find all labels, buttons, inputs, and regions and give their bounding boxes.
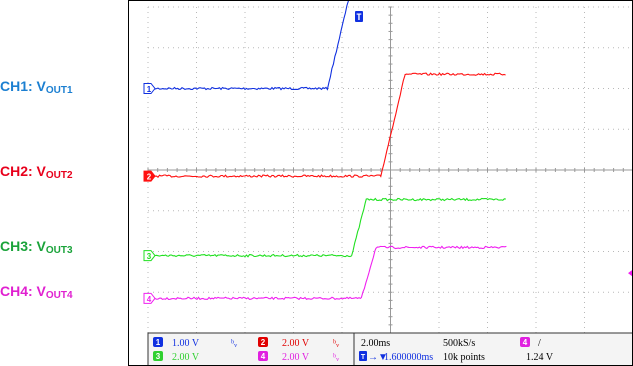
- ch4-ground-marker[interactable]: 4: [143, 292, 156, 304]
- trigger-position: 1.600000ms: [384, 352, 433, 363]
- svg-text:4: 4: [523, 338, 528, 347]
- ch2-readout[interactable]: 2 2.00 V ᵇᵥ: [258, 337, 339, 349]
- ch2-ground-marker[interactable]: 2: [143, 170, 156, 182]
- trigger-position-icon: [359, 351, 367, 361]
- trigger-readout[interactable]: 4 / 1.24 V: [520, 337, 554, 363]
- trigger-slope-icon: /: [538, 338, 541, 349]
- trigger-arrow-icon: →▼: [368, 352, 388, 363]
- trigger-marker-label: T: [356, 13, 362, 23]
- ch1-badge: [153, 337, 163, 347]
- ch4-marker-label: 4: [147, 295, 152, 304]
- trigger-level: 1.24 V: [526, 352, 554, 363]
- ch3-marker-label: 3: [147, 252, 152, 261]
- svg-text:T: T: [361, 354, 366, 361]
- ch3-marker-shape: [143, 250, 156, 262]
- ch4-bw-icon: ᵇᵥ: [333, 352, 339, 363]
- ch2-side-label: CH2: VOUT2: [0, 163, 73, 181]
- trigger-level-marker: [628, 270, 632, 277]
- ch1-bw-icon: ᵇᵥ: [231, 338, 237, 349]
- svg-text:4: 4: [261, 352, 266, 361]
- ch2-bw-icon: ᵇᵥ: [333, 338, 339, 349]
- ch3-ground-marker[interactable]: 3: [143, 250, 156, 262]
- ch1-scale: 1.00 V: [172, 338, 200, 349]
- ch1-side-label: CH1: VOUT1: [0, 78, 73, 96]
- trigger-source-badge: [520, 337, 530, 347]
- channel-markers: 1 2 3 4: [143, 83, 632, 304]
- ch4-readout[interactable]: 4 2.00 V ᵇᵥ: [258, 351, 339, 363]
- ch1-marker-label: 1: [147, 85, 152, 94]
- ch2-trace: [148, 72, 506, 178]
- graticule: [147, 6, 633, 334]
- ch4-trace: [148, 245, 507, 301]
- ch1-trace: [148, 0, 350, 91]
- sample-rate: 500kS/s: [443, 338, 475, 349]
- oscilloscope-screen: 1 2 3 4 T 1 1.00 V ᵇᵥ 2 2.00 V ᵇᵥ: [128, 0, 633, 366]
- ch2-marker-shape: [143, 170, 156, 182]
- scope-display: 1 2 3 4 T 1 1.00 V ᵇᵥ 2 2.00 V ᵇᵥ: [128, 0, 633, 366]
- ch3-badge: [153, 351, 163, 361]
- screen-background: [128, 0, 633, 366]
- timebase: 2.00ms: [361, 338, 390, 349]
- ch2-marker-label: 2: [147, 173, 152, 182]
- ch1-marker-shape: [143, 83, 156, 94]
- ch3-trace: [148, 197, 506, 258]
- ch1-readout[interactable]: 1 1.00 V ᵇᵥ: [153, 337, 237, 349]
- svg-text:1: 1: [156, 338, 161, 347]
- ch3-side-label: CH3: VOUT3: [0, 238, 73, 256]
- trigger-position-marker[interactable]: T: [355, 11, 363, 23]
- ch2-badge: [258, 337, 268, 347]
- ch4-side-label: CH4: VOUT4: [0, 283, 73, 301]
- ch3-scale: 2.00 V: [172, 352, 200, 363]
- record-length: 10k points: [443, 352, 485, 363]
- waveform-traces: [148, 0, 507, 301]
- ch4-marker-shape: [143, 292, 156, 304]
- ch4-scale: 2.00 V: [282, 352, 310, 363]
- ch3-readout[interactable]: 3 2.00 V: [153, 351, 200, 363]
- svg-text:2: 2: [261, 338, 266, 347]
- ch1-ground-marker[interactable]: 1: [143, 83, 156, 95]
- timebase-readout[interactable]: 2.00ms 500kS/s T →▼ 1.600000ms 10k point…: [359, 338, 485, 363]
- ch2-scale: 2.00 V: [282, 338, 310, 349]
- readout-panel: 1 1.00 V ᵇᵥ 2 2.00 V ᵇᵥ 3 2.00 V 4 2.0: [147, 332, 633, 366]
- svg-text:3: 3: [156, 352, 161, 361]
- ch4-badge: [258, 351, 268, 361]
